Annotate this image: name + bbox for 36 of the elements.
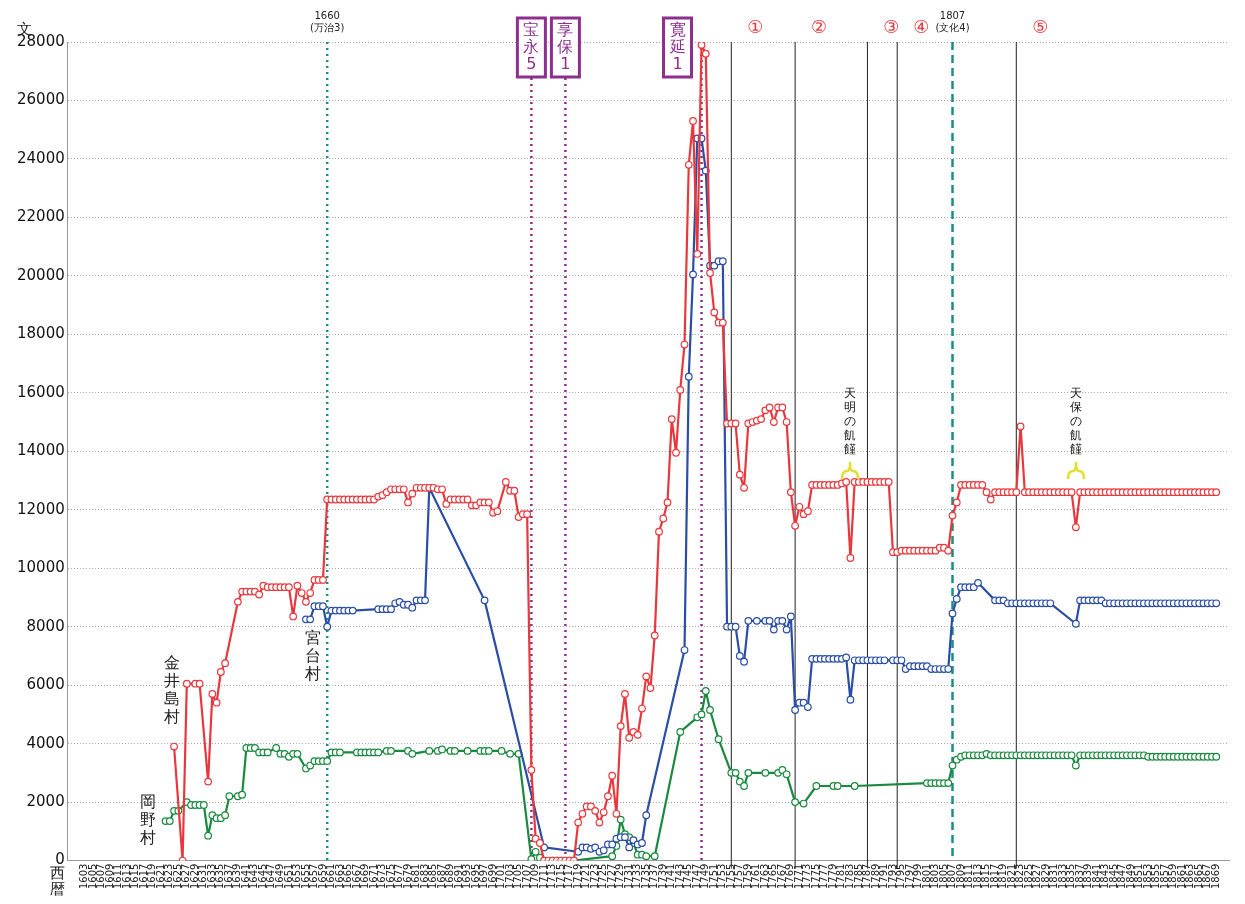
ref-line-label: 享保1	[557, 19, 574, 73]
y-tick-label: 26000	[17, 90, 65, 109]
y-tick-label: 4000	[26, 733, 65, 752]
annotation: 天明の飢饉	[844, 385, 857, 456]
series-label: 岡野村	[138, 792, 156, 848]
y-tick-label: 6000	[26, 675, 65, 694]
ref-line-label: ③	[883, 15, 900, 37]
y-tick-label: 20000	[17, 265, 65, 284]
x-tick-label: 1781	[835, 863, 847, 889]
ref-line-label: ④	[913, 15, 930, 37]
y-tick-label: 24000	[17, 148, 65, 167]
ref-line-label: 寛延1	[668, 19, 686, 73]
annotation: 天保の飢饉	[1069, 385, 1082, 456]
y-tick-label: 18000	[17, 324, 65, 343]
ref-line-label: 宝永5	[523, 19, 540, 73]
ref-line-label: ⑤	[1032, 15, 1049, 37]
y-tick-label: 2000	[26, 791, 65, 810]
x-tick-label: 1771	[792, 863, 804, 889]
x-tick-label: 1749	[699, 863, 711, 889]
y-tick-label: 22000	[17, 207, 65, 226]
y-tick-label: 8000	[26, 616, 65, 635]
series-label: 金井島村	[163, 652, 181, 726]
y-tick-label: 16000	[17, 382, 65, 401]
ref-line-label: ②	[811, 15, 828, 37]
x-tick-label: 1649	[274, 863, 285, 889]
y-tick-label: 14000	[17, 441, 65, 460]
series-label: 宮台村	[303, 627, 321, 683]
y-tick-label: 10000	[17, 558, 65, 577]
ref-line-label: 1660 (万治3)	[310, 9, 345, 33]
y-tick-label: 12000	[17, 499, 65, 518]
x-tick-label: 1755	[724, 863, 736, 889]
x-tick-label: 1619	[146, 863, 158, 889]
x-tick-label: 1757	[733, 863, 745, 889]
ref-line-label: 1807 (文化4)	[935, 9, 970, 33]
ref-line-label: ①	[747, 15, 764, 37]
x-tick-label: 1651	[282, 863, 294, 889]
